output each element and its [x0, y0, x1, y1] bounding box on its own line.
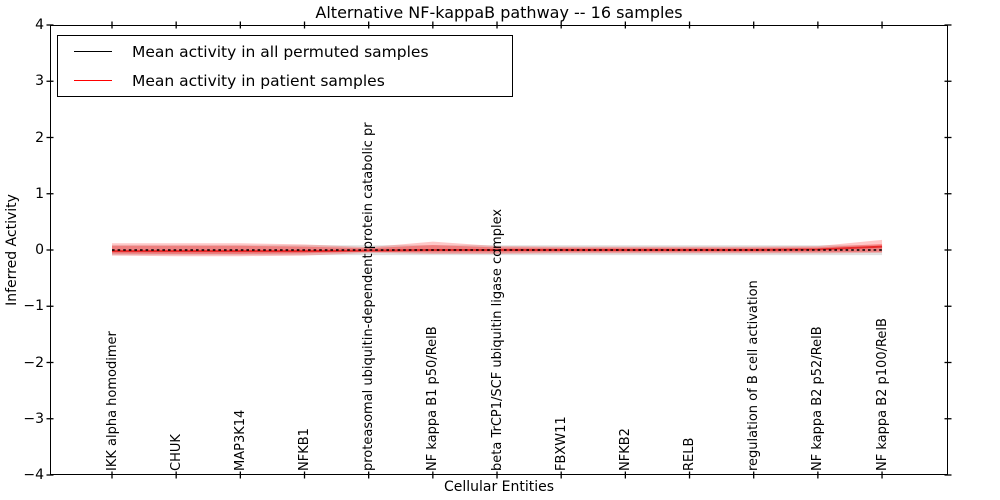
y-tick-label: 0 — [35, 242, 44, 258]
chart-canvas — [46, 21, 952, 479]
chart-title: Alternative NF-kappaB pathway -- 16 samp… — [315, 3, 683, 22]
x-category-label: CHUK — [168, 434, 184, 471]
x-category-label: NF kappa B2 p52/RelB — [810, 326, 826, 471]
legend-item: Mean activity in patient samples — [58, 70, 512, 92]
legend-line-sample-icon — [74, 80, 112, 81]
x-category-label: proteasomal ubiquitin-dependent protein … — [361, 122, 377, 471]
y-tick-label: 2 — [35, 129, 44, 146]
legend-label: Mean activity in patient samples — [132, 71, 385, 90]
x-axis-label: Cellular Entities — [443, 479, 555, 495]
y-tick-label: −3 — [23, 410, 44, 427]
x-category-label: FBXW11 — [553, 416, 569, 471]
x-category-label: regulation of B cell activation — [746, 280, 762, 471]
legend-box: Mean activity in all permuted samples Mea… — [57, 35, 513, 97]
patient-mean-line — [112, 245, 883, 253]
y-tick-label: 3 — [35, 73, 44, 90]
legend-label: Mean activity in all permuted samples — [132, 42, 429, 61]
legend-line-sample-icon — [74, 51, 112, 52]
y-tick-label: −1 — [23, 298, 44, 315]
x-category-label: MAP3K14 — [232, 409, 248, 471]
x-category-label: RELB — [682, 437, 698, 471]
x-category-label: NF kappa B2 p100/RelB — [874, 318, 890, 471]
x-category-label: NFKB2 — [617, 428, 633, 471]
y-tick-label: 1 — [35, 185, 44, 202]
x-category-label: NFKB1 — [297, 428, 312, 471]
y-tick-label: −4 — [23, 467, 44, 483]
y-tick-label: 4 — [35, 17, 44, 33]
x-category-label: IKK alpha homodimer — [104, 331, 120, 471]
y-tick-label: −2 — [23, 354, 44, 371]
x-category-label: beta TrCP1/SCF ubiquitin ligase complex — [489, 208, 505, 471]
x-category-label: NF kappa B1 p50/RelB — [425, 326, 441, 471]
legend-item: Mean activity in all permuted samples — [58, 41, 512, 63]
